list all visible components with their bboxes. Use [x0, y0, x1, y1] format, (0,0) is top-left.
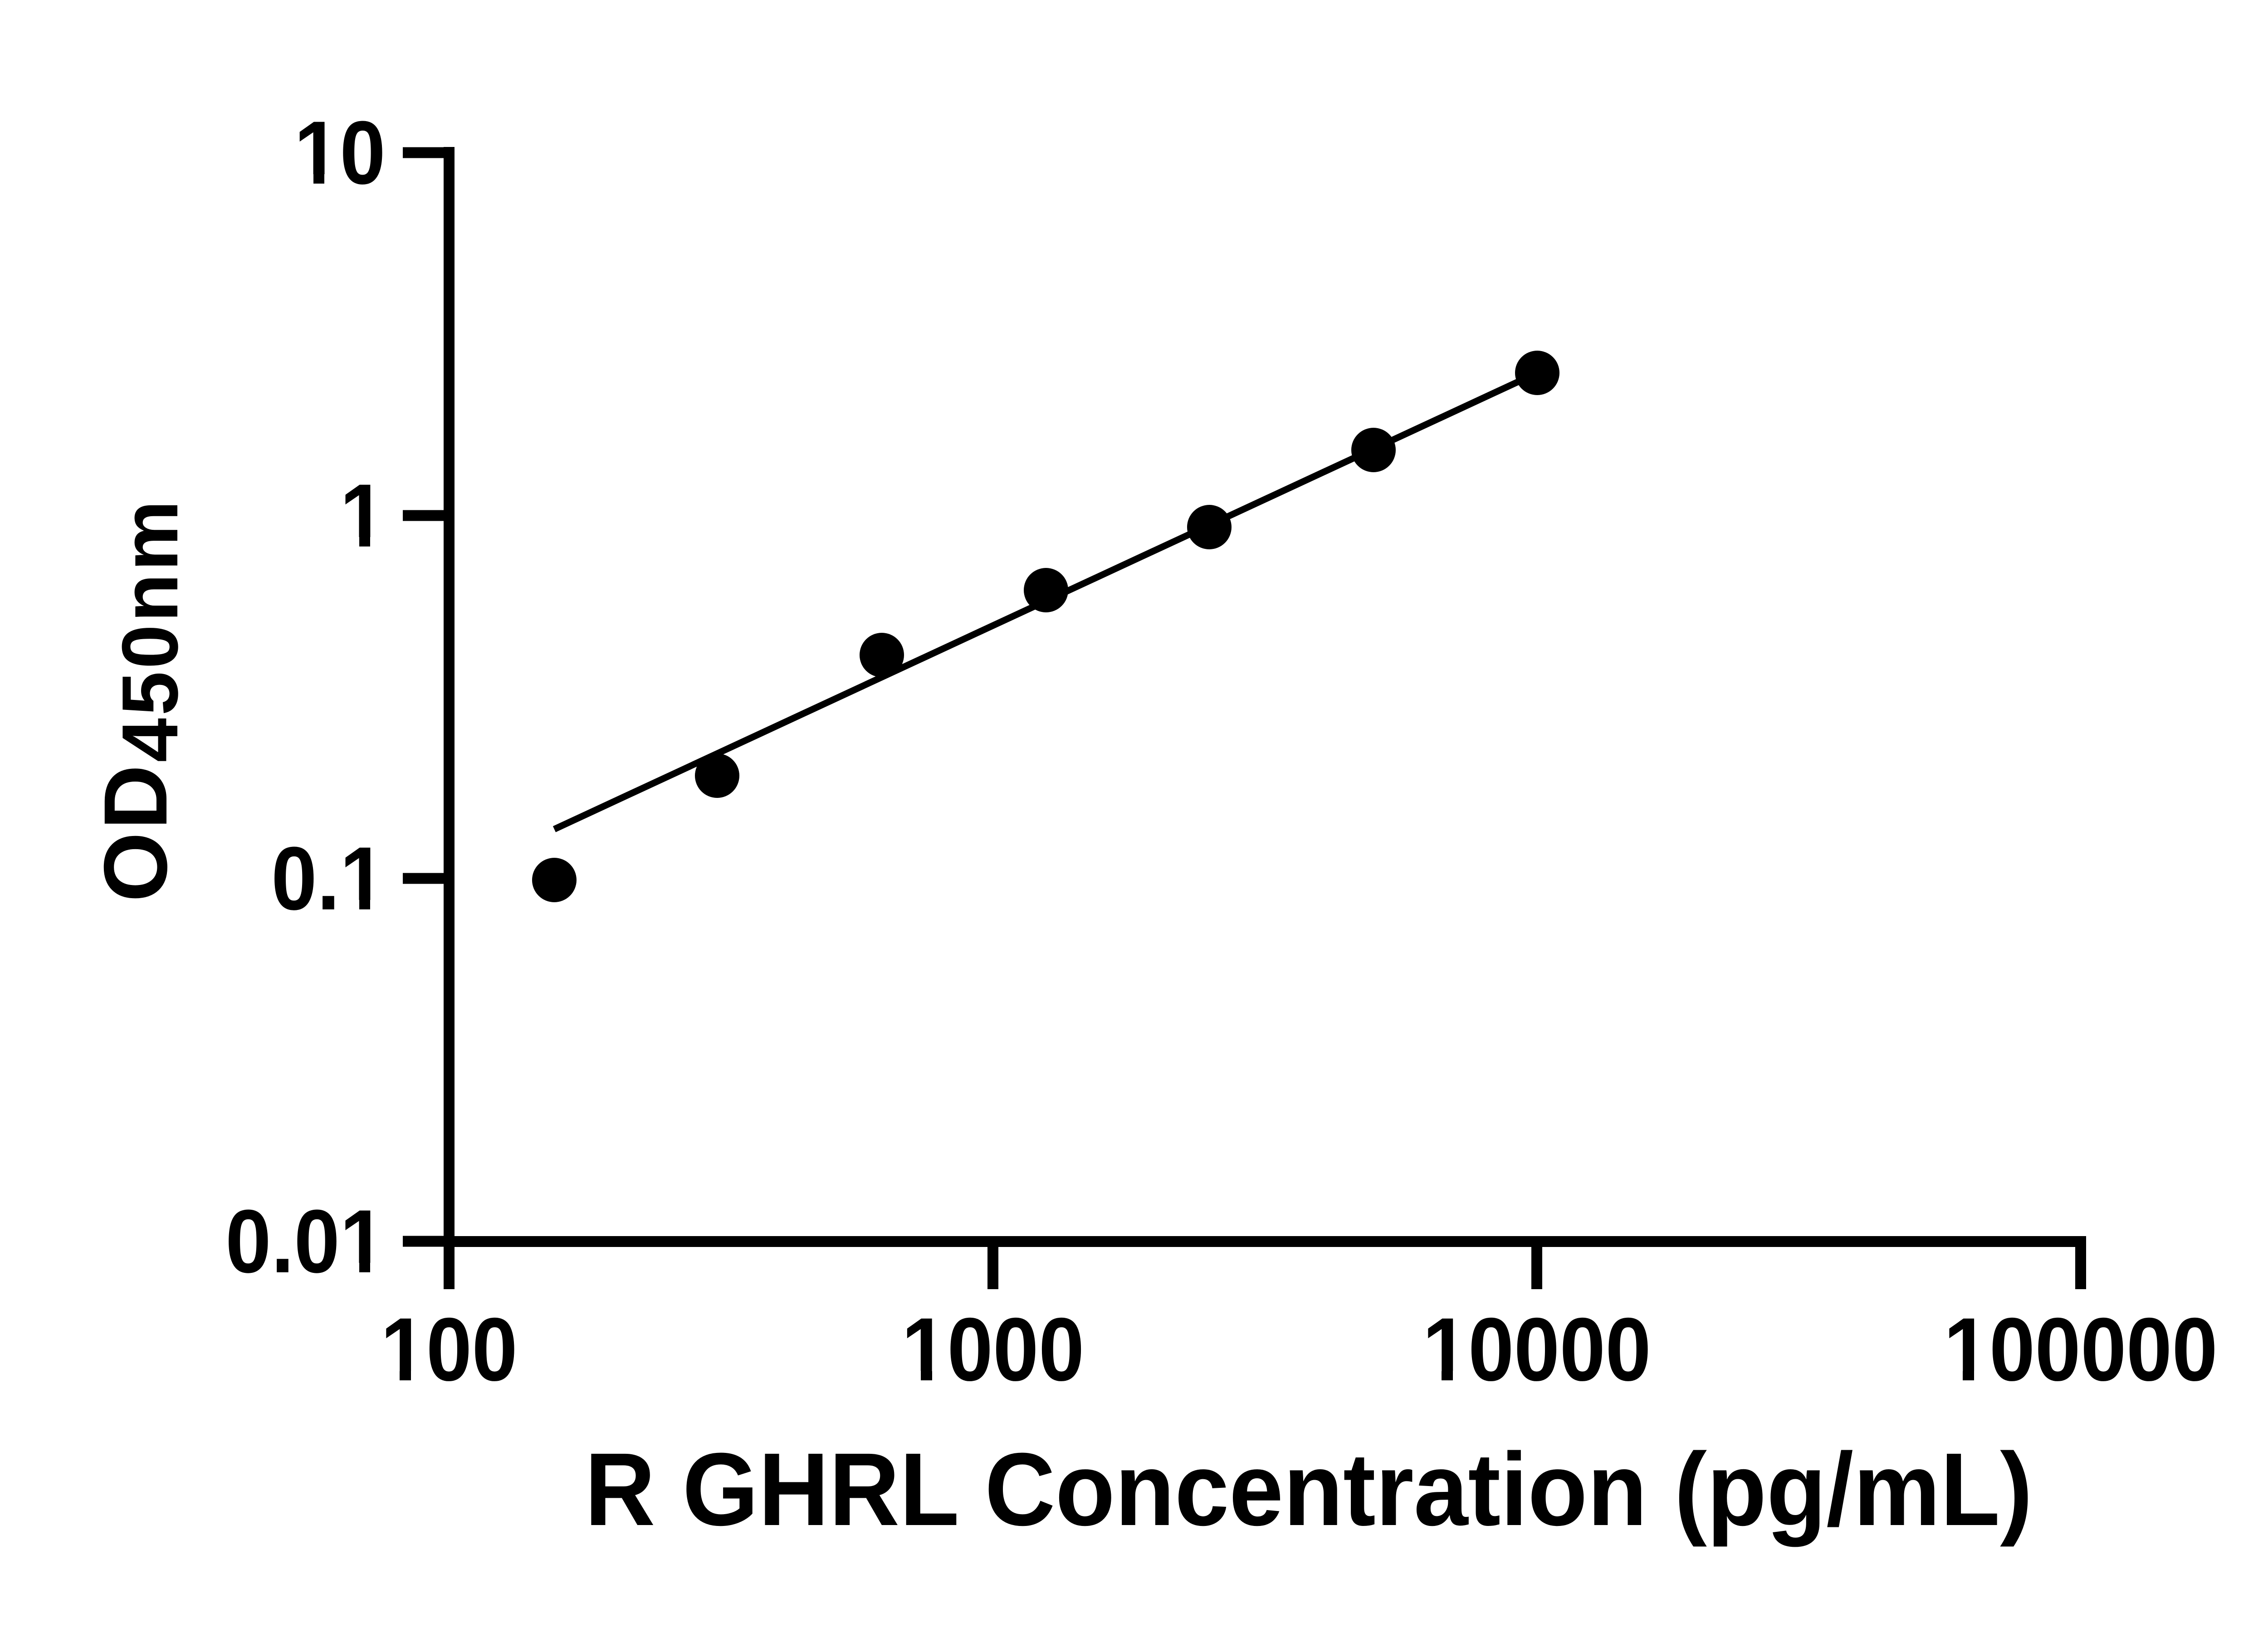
svg-text:1000: 1000: [902, 1299, 1085, 1399]
svg-text:0.1: 0.1: [271, 828, 386, 929]
svg-text:100000: 100000: [1944, 1299, 2218, 1399]
svg-text:0.01: 0.01: [225, 1191, 386, 1291]
svg-text:100: 100: [381, 1299, 518, 1399]
svg-text:10: 10: [294, 103, 386, 203]
svg-text:R GHRL Concentration (pg/mL): R GHRL Concentration (pg/mL): [585, 1432, 2033, 1547]
svg-text:1: 1: [340, 465, 386, 566]
svg-text:10000: 10000: [1422, 1299, 1651, 1399]
